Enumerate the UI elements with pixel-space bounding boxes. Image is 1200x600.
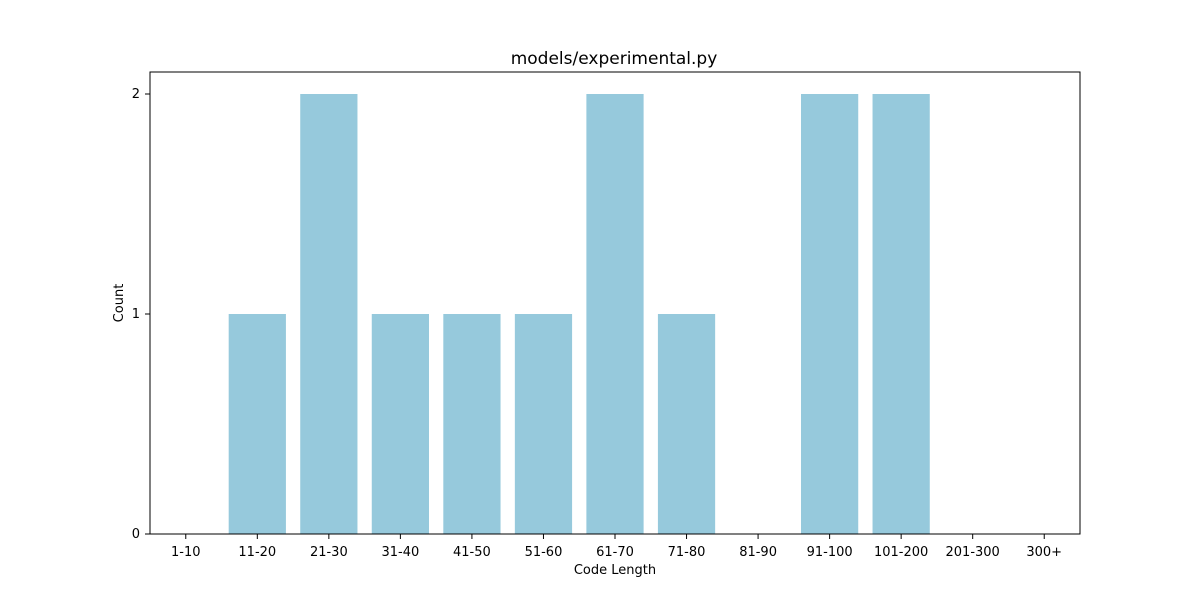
x-axis-label: Code Length	[574, 563, 656, 578]
x-tick-label-1-10: 1-10	[171, 545, 201, 560]
x-tick-label-201-300: 201-300	[946, 545, 1000, 560]
y-tick-label-0: 0	[132, 527, 140, 542]
bar-61-70	[586, 94, 644, 534]
x-axis: 1-10 11-20 21-30 31-40 41-50 51-60 61-70 71-80 8…	[171, 534, 1062, 560]
x-tick-label-31-40: 31-40	[381, 545, 419, 560]
x-tick-label-21-30: 21-30	[310, 545, 348, 560]
x-tick-label-91-100: 91-100	[807, 545, 853, 560]
bar-51-60	[514, 314, 573, 534]
x-tick-label-51-60: 51-60	[525, 545, 563, 560]
x-tick-label-71-80: 71-80	[668, 545, 706, 560]
x-tick-label-300+: 300+	[1026, 545, 1062, 560]
y-axis-label: Count	[112, 284, 127, 323]
x-tick-label-11-20: 11-20	[238, 545, 276, 560]
x-tick-label-101-200: 101-200	[874, 545, 928, 560]
x-tick-label-81-90: 81-90	[739, 545, 777, 560]
bar-91-100	[801, 94, 859, 534]
bar-21-30	[300, 94, 358, 534]
bar-101-200	[872, 94, 930, 534]
bar-31-40	[371, 314, 429, 534]
x-tick-label-61-70: 61-70	[596, 545, 634, 560]
y-tick-label-1: 1	[132, 307, 140, 322]
y-axis: 0 1 2	[132, 87, 150, 542]
bar-71-80	[657, 314, 716, 534]
bar-41-50	[443, 314, 501, 534]
x-tick-label-41-50: 41-50	[453, 545, 491, 560]
bars-layer	[228, 94, 930, 534]
bar-11-20	[228, 314, 286, 534]
y-tick-label-2: 2	[132, 87, 140, 102]
chart-title: models/experimental.py	[511, 49, 718, 69]
